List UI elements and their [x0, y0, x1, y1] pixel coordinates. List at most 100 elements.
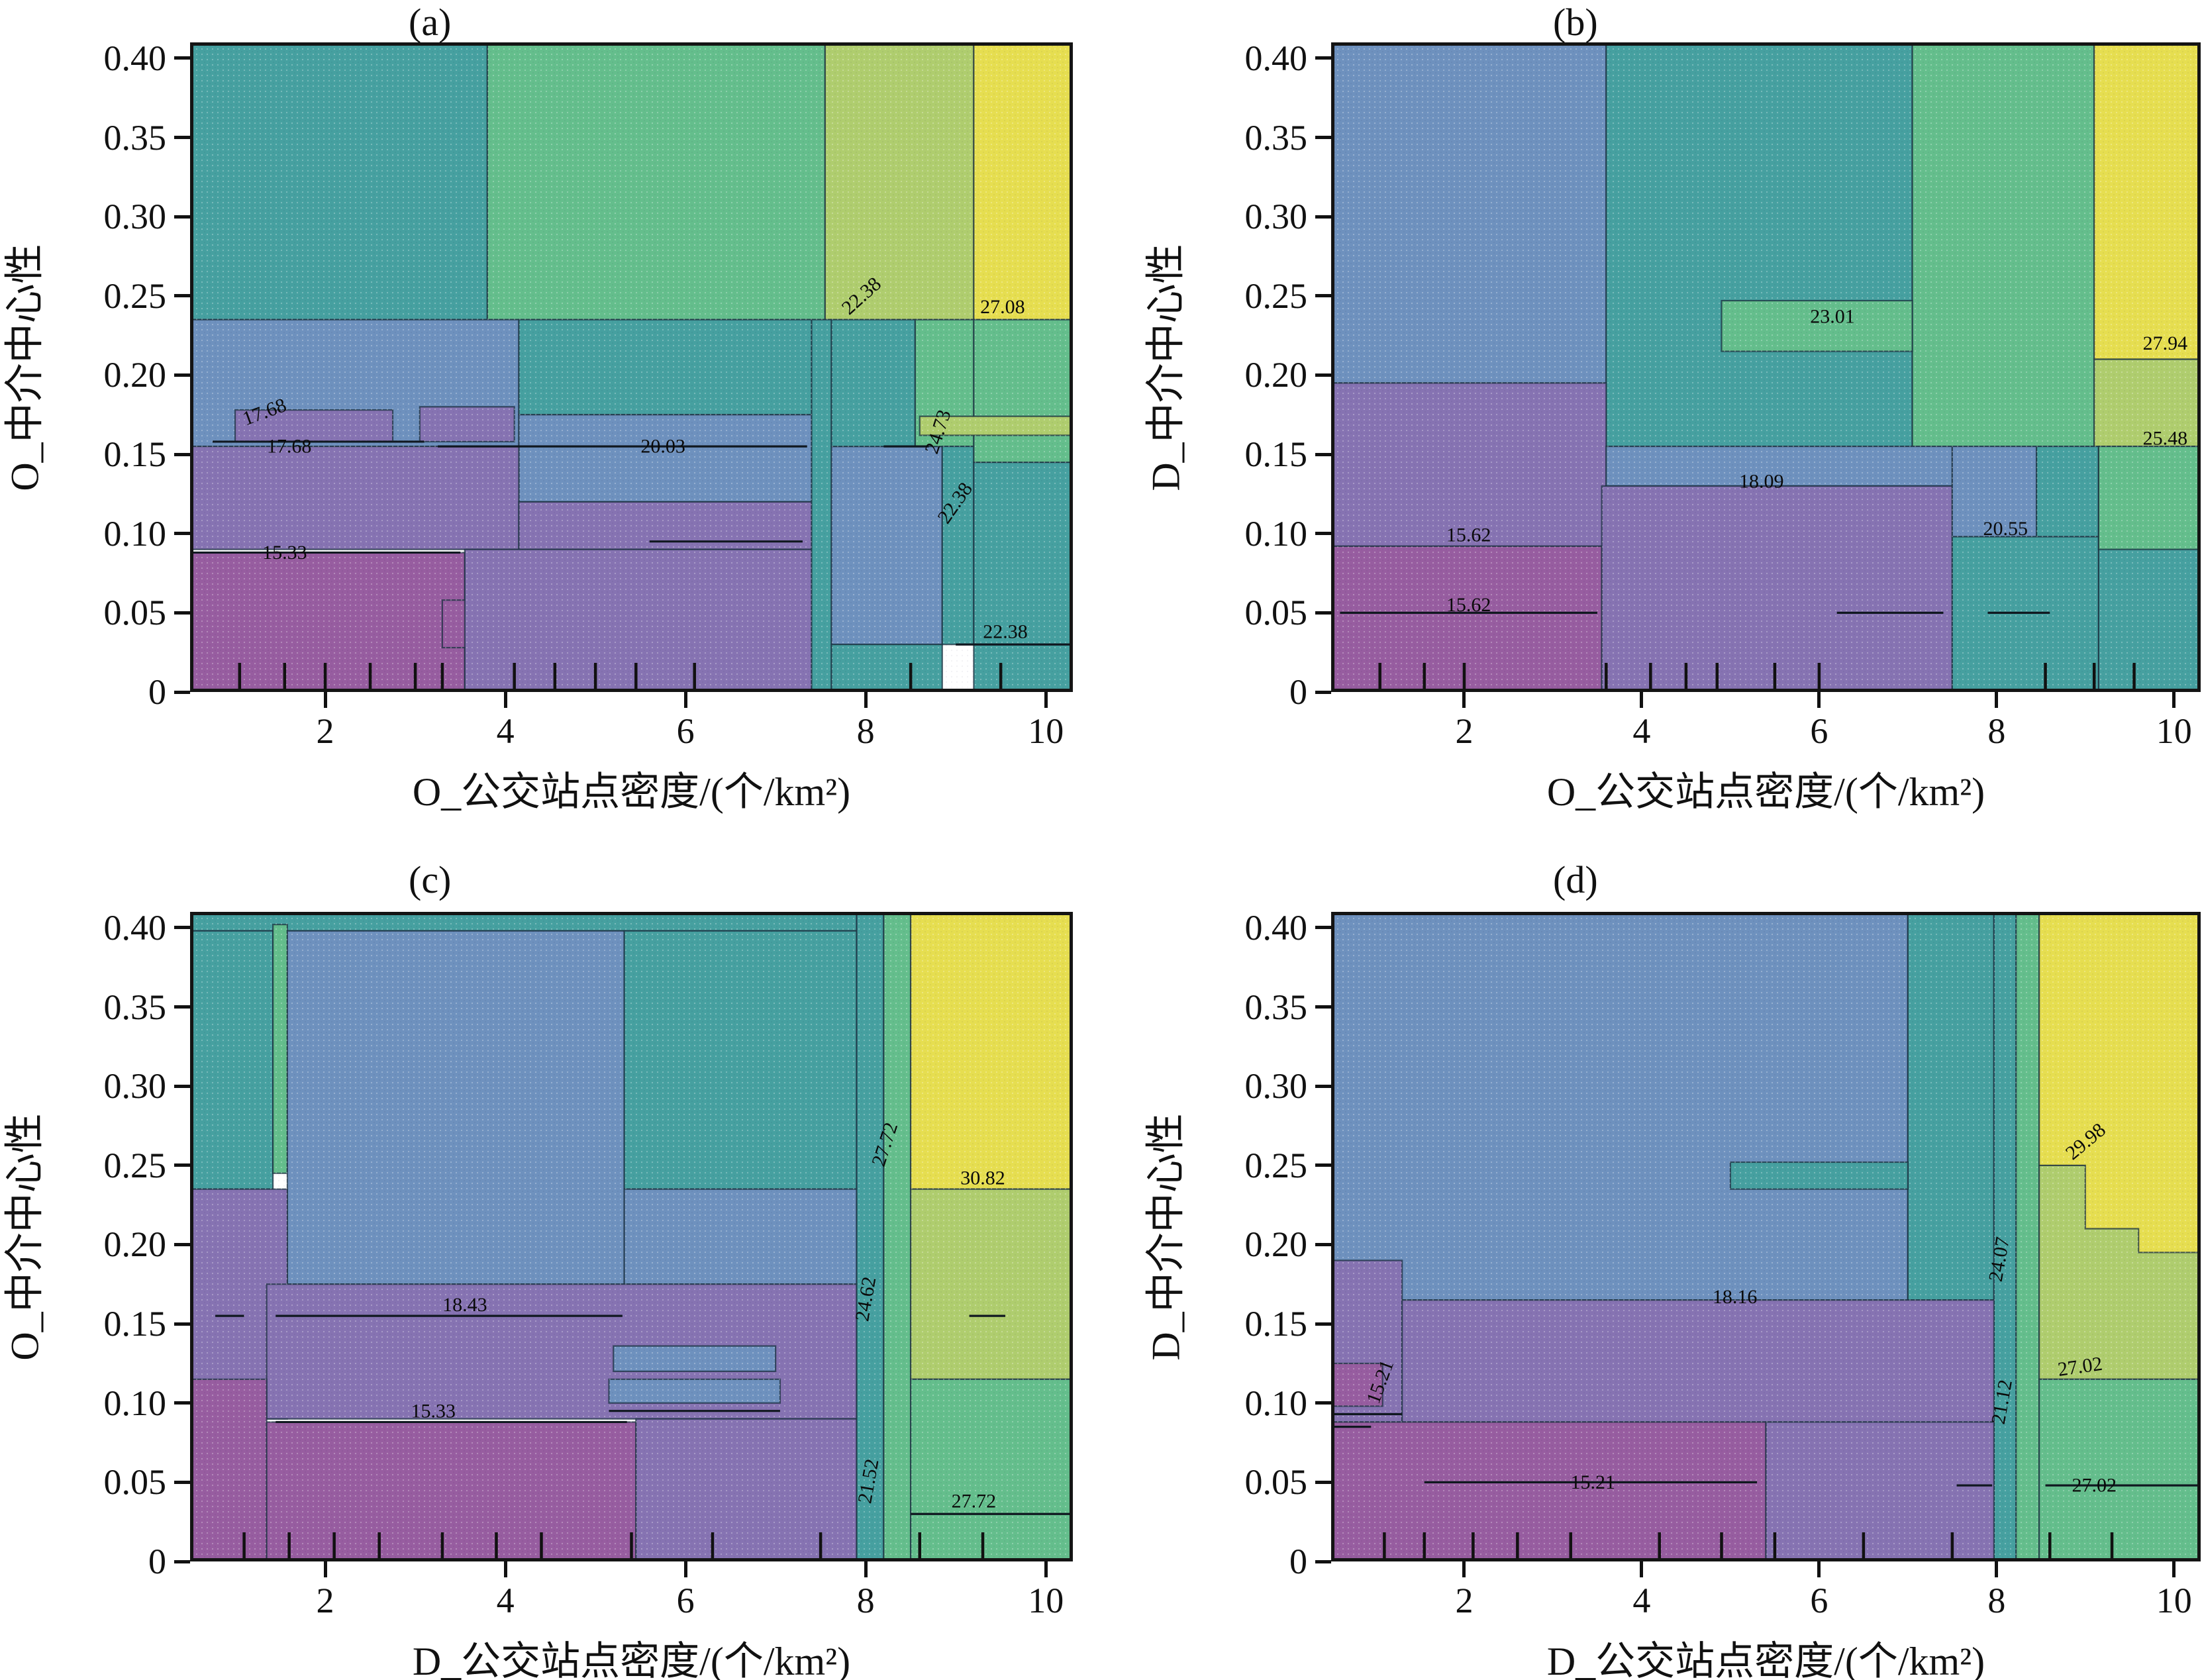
- contour-label: 18.43: [442, 1294, 487, 1316]
- y-tick-label: 0.15: [1244, 1304, 1308, 1344]
- y-tick-label: 0: [1289, 672, 1307, 712]
- y-tick: [174, 1005, 190, 1009]
- x-tick-label: 4: [1632, 1581, 1651, 1620]
- y-tick: [174, 1242, 190, 1246]
- y-tick-label: 0.30: [1244, 197, 1308, 237]
- panel-letter: (c): [409, 858, 452, 901]
- x-tick: [1817, 692, 1821, 708]
- y-tick-label: 0.40: [103, 38, 167, 78]
- y-tick: [1315, 373, 1331, 377]
- y-axis-title: O_中介中心性: [3, 243, 47, 491]
- y-tick-label: 0.05: [103, 1462, 167, 1503]
- y-tick: [174, 136, 190, 140]
- y-tick: [1315, 532, 1331, 536]
- y-tick-label: 0.35: [103, 117, 167, 158]
- x-tick-label: 10: [2156, 1581, 2192, 1620]
- contour-plot-b: 23.01 27.94 25.48 18.09 20.55 15.62 15.62: [1331, 42, 2201, 692]
- x-tick: [1995, 1561, 1999, 1577]
- x-tick-label: 10: [1028, 1581, 1064, 1620]
- y-tick: [1315, 294, 1331, 298]
- y-tick-label: 0.40: [103, 907, 167, 948]
- y-tick: [1315, 1163, 1331, 1167]
- y-tick-label: 0.40: [1244, 38, 1308, 78]
- y-axis-title: O_中介中心性: [3, 1112, 47, 1361]
- y-tick: [1315, 690, 1331, 694]
- x-tick-label: 2: [316, 1581, 334, 1620]
- x-tick-label: 10: [2156, 711, 2192, 751]
- y-tick: [174, 1480, 190, 1484]
- contour-label: 15.33: [262, 542, 307, 564]
- y-tick-label: 0.35: [1244, 117, 1308, 158]
- contour-label: 27.02: [2072, 1475, 2117, 1497]
- y-tick-label: 0.10: [103, 513, 167, 554]
- x-tick: [864, 1561, 868, 1577]
- y-tick: [174, 1084, 190, 1088]
- y-tick: [1315, 1322, 1331, 1326]
- y-tick-label: 0.10: [1244, 1383, 1308, 1423]
- x-axis-title: O_公交站点密度/(个/km²): [412, 770, 851, 814]
- y-tick: [1315, 1084, 1331, 1088]
- x-tick: [683, 1561, 687, 1577]
- y-tick: [1315, 1401, 1331, 1405]
- contour-label: 20.55: [1983, 518, 2028, 540]
- x-axis-title: D_公交站点密度/(个/km²): [1546, 1640, 1985, 1680]
- y-tick: [1315, 1559, 1331, 1563]
- contour-label: 18.09: [1739, 470, 1784, 492]
- y-tick-label: 0: [1289, 1542, 1307, 1581]
- x-tick-label: 2: [1455, 1581, 1474, 1620]
- x-tick: [1044, 1561, 1048, 1577]
- x-tick: [864, 692, 868, 708]
- x-tick: [1817, 1561, 1821, 1577]
- x-tick: [323, 1561, 327, 1577]
- y-tick: [174, 1559, 190, 1563]
- y-tick-label: 0.15: [103, 1304, 167, 1344]
- y-tick-label: 0.05: [103, 593, 167, 633]
- texture-overlay: [190, 912, 1073, 1561]
- x-tick-label: 6: [1810, 1581, 1828, 1620]
- y-tick-label: 0.05: [1244, 1462, 1308, 1503]
- x-tick: [1995, 692, 1999, 708]
- y-tick: [174, 611, 190, 615]
- x-tick: [1462, 1561, 1466, 1577]
- y-tick: [174, 690, 190, 694]
- y-tick: [1315, 452, 1331, 456]
- y-tick-label: 0.25: [103, 275, 167, 316]
- y-tick-label: 0.15: [1244, 434, 1308, 475]
- x-tick: [1640, 1561, 1644, 1577]
- y-tick: [1315, 1480, 1331, 1484]
- texture-overlay: [1331, 912, 2201, 1561]
- y-tick-label: 0.40: [1244, 907, 1308, 948]
- y-tick: [174, 532, 190, 536]
- y-tick-label: 0.20: [103, 355, 167, 395]
- texture-overlay: [1331, 42, 2201, 692]
- x-tick: [683, 692, 687, 708]
- x-tick: [1462, 692, 1466, 708]
- y-axis-title: D_中介中心性: [1144, 1112, 1188, 1361]
- y-tick-label: 0.30: [1244, 1066, 1308, 1107]
- contour-label: 27.08: [980, 296, 1025, 318]
- y-tick-label: 0.30: [103, 1066, 167, 1107]
- y-tick-label: 0.20: [1244, 355, 1308, 395]
- y-tick-label: 0.20: [1244, 1224, 1308, 1265]
- x-tick-label: 6: [1810, 711, 1828, 751]
- y-tick: [174, 215, 190, 219]
- x-axis-title: O_公交站点密度/(个/km²): [1546, 770, 1985, 814]
- y-tick: [174, 294, 190, 298]
- contour-label: 27.72: [952, 1491, 997, 1512]
- x-tick-label: 2: [1455, 711, 1474, 751]
- y-tick: [1315, 1005, 1331, 1009]
- y-tick-label: 0: [148, 1542, 166, 1581]
- x-tick: [503, 692, 507, 708]
- y-tick: [174, 1163, 190, 1167]
- x-tick-label: 4: [496, 711, 515, 751]
- x-tick-label: 8: [1987, 711, 2006, 751]
- x-tick: [2172, 1561, 2176, 1577]
- contour-label: 30.82: [960, 1167, 1005, 1189]
- plot-border: [1331, 42, 2201, 692]
- y-tick-label: 0.25: [1244, 1145, 1308, 1185]
- plot-border: [190, 912, 1073, 1561]
- y-tick: [174, 926, 190, 930]
- x-tick-label: 2: [316, 711, 334, 751]
